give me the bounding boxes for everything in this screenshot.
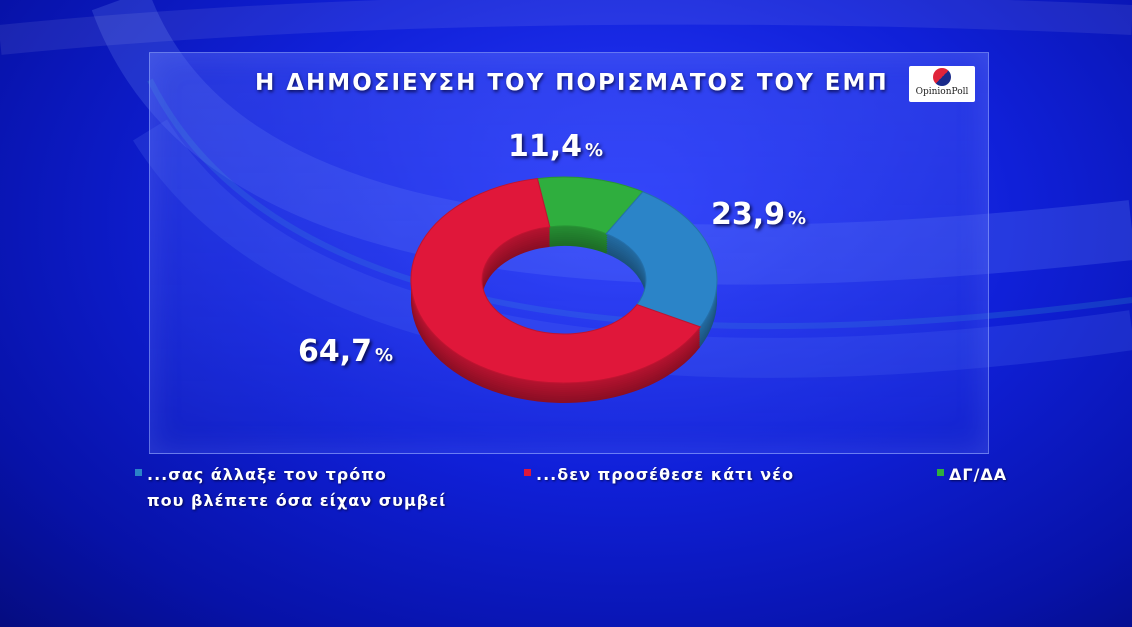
legend-swatch-green xyxy=(937,469,944,476)
legend-swatch-red xyxy=(524,469,531,476)
value-label-red: 64,7% xyxy=(298,334,394,369)
slice-red xyxy=(410,178,702,384)
slice-blue xyxy=(605,191,718,328)
legend-swatch-blue xyxy=(135,469,142,476)
value-label-blue: 23,9% xyxy=(711,197,807,232)
legend-item-blue: ...σας άλλαξε τον τρόπο που βλέπετε όσα … xyxy=(135,462,446,514)
legend-item-red: ...δεν προσέθεσε κάτι νέο xyxy=(524,462,794,488)
logo-circle-icon xyxy=(933,68,951,86)
logo-text: OpinionPoll xyxy=(915,87,969,97)
value-label-green: 11,4% xyxy=(508,129,604,164)
opinionpoll-logo: OpinionPoll xyxy=(909,66,975,102)
legend-item-green: ΔΓ/ΔΑ xyxy=(937,462,1007,488)
chart-title: Η ΔΗΜΟΣΙΕΥΣΗ ΤΟΥ ΠΟΡΙΣΜΑΤΟΣ ΤΟΥ ΕΜΠ xyxy=(255,70,889,96)
